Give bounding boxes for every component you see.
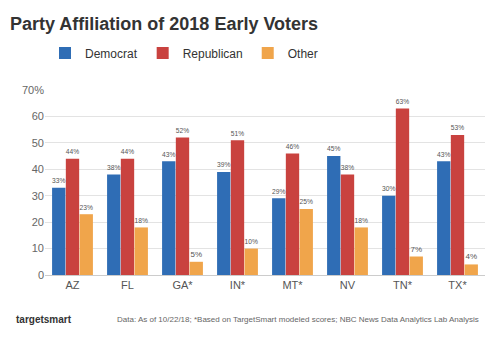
svg-text:33%: 33% [52, 177, 65, 184]
svg-text:IN*: IN* [230, 279, 246, 291]
svg-text:18%: 18% [355, 217, 368, 224]
svg-text:FL: FL [121, 279, 134, 291]
svg-text:40: 40 [32, 163, 44, 175]
svg-text:18%: 18% [135, 217, 148, 224]
svg-text:39%: 39% [217, 161, 230, 168]
svg-text:29%: 29% [272, 188, 285, 195]
svg-text:60: 60 [32, 110, 44, 122]
svg-text:43%: 43% [162, 151, 175, 158]
svg-text:53%: 53% [451, 124, 464, 131]
svg-text:63%: 63% [396, 98, 409, 105]
svg-text:Party Affiliation of 2018 Earl: Party Affiliation of 2018 Early Voters [10, 14, 318, 34]
svg-text:Democrat: Democrat [85, 47, 138, 61]
svg-text:23%: 23% [80, 204, 93, 211]
svg-text:25%: 25% [300, 198, 313, 205]
svg-text:Other: Other [288, 47, 318, 61]
svg-text:50: 50 [32, 137, 44, 149]
svg-text:0: 0 [38, 269, 44, 281]
svg-text:MT*: MT* [282, 279, 303, 291]
svg-text:52%: 52% [176, 127, 189, 134]
svg-text:TX*: TX* [448, 279, 467, 291]
svg-text:TN*: TN* [393, 279, 413, 291]
svg-text:70%: 70% [22, 84, 44, 96]
svg-text:NV: NV [340, 279, 356, 291]
svg-text:20: 20 [32, 216, 44, 228]
svg-text:38%: 38% [341, 164, 354, 171]
svg-text:46%: 46% [286, 143, 299, 150]
svg-text:Republican: Republican [183, 47, 243, 61]
svg-text:44%: 44% [66, 148, 79, 155]
svg-text:38%: 38% [107, 164, 120, 171]
svg-text:30%: 30% [382, 185, 395, 192]
svg-text:43%: 43% [437, 151, 450, 158]
svg-text:44%: 44% [121, 148, 134, 155]
svg-text:AZ: AZ [65, 279, 79, 291]
svg-text:45%: 45% [327, 145, 340, 152]
svg-text:51%: 51% [231, 130, 244, 137]
svg-text:GA*: GA* [172, 279, 193, 291]
svg-text:10%: 10% [245, 238, 258, 245]
svg-text:7%: 7% [410, 245, 422, 254]
svg-text:30: 30 [32, 190, 44, 202]
svg-text:10: 10 [32, 242, 44, 254]
svg-text:Data: As of 10/22/18; *Based o: Data: As of 10/22/18; *Based on TargetSm… [117, 315, 479, 324]
svg-text:4%: 4% [465, 252, 477, 261]
svg-text:targetsmart: targetsmart [16, 314, 72, 325]
svg-text:5%: 5% [190, 250, 202, 259]
